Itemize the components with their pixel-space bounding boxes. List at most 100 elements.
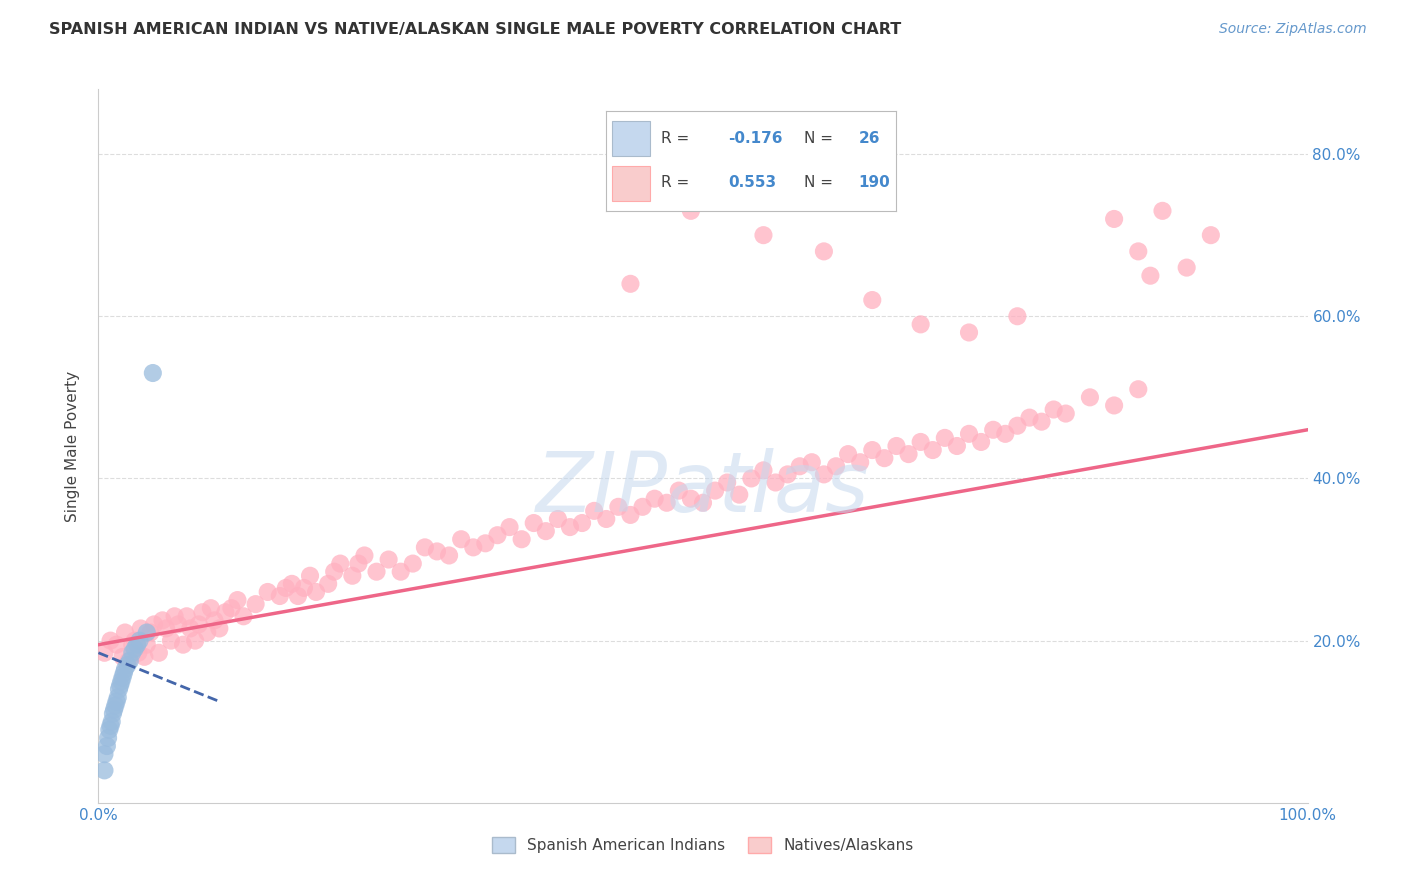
- Point: [100, 633, 122, 648]
- Point: [114, 662, 136, 676]
- Point: [1007, 418, 1029, 433]
- Point: [121, 646, 143, 660]
- Point: [135, 638, 157, 652]
- Point: [474, 536, 496, 550]
- Point: [256, 585, 278, 599]
- Y-axis label: Single Male Poverty: Single Male Poverty: [65, 370, 80, 522]
- Point: [692, 496, 714, 510]
- Point: [96, 739, 118, 753]
- Point: [112, 666, 135, 681]
- Point: [105, 638, 128, 652]
- Point: [176, 609, 198, 624]
- Point: [716, 475, 738, 490]
- Point: [619, 277, 641, 291]
- Point: [200, 601, 222, 615]
- Point: [148, 646, 170, 660]
- Point: [163, 609, 186, 624]
- Point: [124, 633, 146, 648]
- Point: [117, 657, 139, 672]
- Point: [426, 544, 449, 558]
- Point: [873, 451, 896, 466]
- Point: [910, 318, 932, 332]
- Point: [195, 625, 218, 640]
- Point: [191, 605, 214, 619]
- Point: [957, 326, 980, 340]
- Point: [571, 516, 593, 530]
- Point: [523, 516, 546, 530]
- Point: [413, 541, 436, 555]
- Point: [124, 641, 146, 656]
- Point: [860, 293, 883, 307]
- Point: [957, 426, 980, 441]
- Point: [946, 439, 969, 453]
- Point: [107, 690, 129, 705]
- Point: [1152, 203, 1174, 218]
- Point: [728, 488, 751, 502]
- Point: [704, 483, 727, 498]
- Point: [305, 585, 328, 599]
- Point: [510, 533, 533, 547]
- Point: [172, 638, 194, 652]
- Point: [353, 549, 375, 563]
- Point: [93, 747, 115, 761]
- Point: [547, 512, 569, 526]
- Point: [366, 565, 388, 579]
- Point: [740, 471, 762, 485]
- Point: [221, 601, 243, 615]
- Point: [463, 541, 485, 555]
- Point: [127, 646, 149, 660]
- Point: [752, 463, 775, 477]
- Point: [813, 244, 835, 259]
- Point: [679, 203, 702, 218]
- Point: [837, 447, 859, 461]
- Point: [800, 455, 823, 469]
- Point: [274, 581, 297, 595]
- Point: [402, 557, 425, 571]
- Point: [583, 504, 606, 518]
- Point: [329, 557, 352, 571]
- Point: [825, 459, 848, 474]
- Point: [498, 520, 520, 534]
- Point: [100, 719, 122, 733]
- Point: [1054, 407, 1077, 421]
- Point: [93, 646, 115, 660]
- Point: [139, 625, 162, 640]
- Point: [135, 625, 157, 640]
- Point: [167, 617, 190, 632]
- Point: [1078, 390, 1101, 404]
- Point: [981, 423, 1004, 437]
- Point: [1102, 399, 1125, 413]
- Point: [437, 549, 460, 563]
- Point: [179, 622, 201, 636]
- Point: [97, 731, 120, 745]
- Point: [607, 500, 630, 514]
- Point: [134, 649, 156, 664]
- Point: [129, 622, 152, 636]
- Point: [849, 455, 872, 469]
- Point: [323, 565, 346, 579]
- Point: [377, 552, 399, 566]
- Point: [921, 443, 943, 458]
- Point: [104, 698, 127, 713]
- Point: [389, 565, 412, 579]
- Point: [187, 617, 209, 632]
- Point: [619, 508, 641, 522]
- Point: [765, 475, 787, 490]
- Point: [1128, 382, 1150, 396]
- Point: [1199, 228, 1222, 243]
- Point: [595, 512, 617, 526]
- Point: [299, 568, 322, 582]
- Point: [121, 638, 143, 652]
- Point: [970, 434, 993, 449]
- Point: [245, 597, 267, 611]
- Point: [208, 622, 231, 636]
- Point: [668, 483, 690, 498]
- Point: [127, 638, 149, 652]
- Point: [226, 593, 249, 607]
- Point: [994, 426, 1017, 441]
- Point: [1175, 260, 1198, 275]
- Point: [1128, 244, 1150, 259]
- Point: [292, 581, 315, 595]
- Point: [269, 589, 291, 603]
- Point: [752, 228, 775, 243]
